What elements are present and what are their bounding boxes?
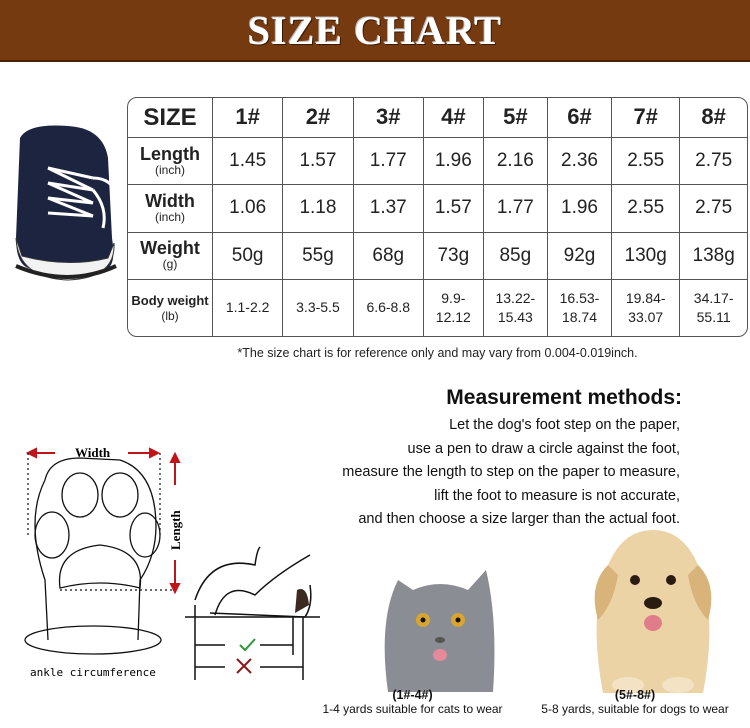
header-size: 8# (680, 98, 747, 138)
row-label: Weight (g) (128, 232, 213, 280)
row-unit: (inch) (154, 162, 185, 177)
table-cell: 55g (283, 232, 354, 280)
cell-line: 1.1-2.2 (225, 299, 270, 316)
table-cell: 68g (353, 232, 424, 280)
header-size: 5# (483, 98, 548, 138)
cell-line: 18.74 (561, 308, 598, 325)
size-note: *The size chart is for reference only an… (237, 346, 638, 360)
length-label: Length (168, 510, 183, 551)
table-header-row: SIZE 1# 2# 3# 4# 5# 6# 7# 8# (128, 98, 747, 138)
instruction-line: use a pen to draw a circle against the f… (407, 440, 680, 457)
table-cell: 1.77 (483, 185, 548, 233)
row-label-text: Weight (140, 238, 200, 259)
header-size-label: SIZE (128, 98, 213, 138)
cell-line: 55.11 (696, 308, 731, 325)
instruction-line: measure the length to step on the paper … (342, 464, 680, 480)
table-cell: 1.18 (283, 185, 354, 233)
table-cell: 3.3-5.5 (283, 279, 354, 336)
row-label: Body weight (lb) (128, 279, 213, 336)
cross-icon (236, 658, 252, 674)
table-cell: 73g (423, 232, 484, 280)
row-unit: (lb) (161, 308, 179, 323)
cat-size-range: (1#-4#) (392, 688, 433, 702)
table-cell: 138g (680, 233, 747, 280)
table-cell: 2.55 (612, 185, 681, 233)
instruction-line: and then choose a size larger than the a… (358, 511, 680, 527)
cat-caption: (1#-4#) 1-4 yards suitable for cats to w… (320, 688, 505, 716)
measurement-instructions: Let the dog's foot step on the paper, us… (342, 414, 680, 532)
cell-line: 13.22- (495, 289, 536, 306)
row-label: Length (inch) (128, 137, 213, 186)
table-cell: 2.36 (547, 137, 613, 186)
table-cell: 6.6-8.8 (354, 279, 424, 336)
table-cell: 1.06 (213, 185, 284, 233)
table-row-body-weight: Body weight (lb) 1.1-2.2 3.3-5.5 6.6-8.8 … (128, 279, 747, 336)
table-cell: 1.96 (547, 185, 613, 233)
check-icon (239, 638, 256, 652)
table-cell: 2.75 (680, 185, 747, 233)
instruction-line: lift the foot to measure is not accurate… (434, 487, 680, 504)
row-label-text: Body weight (131, 292, 209, 308)
table-cell: 13.22- 15.43 (484, 279, 548, 336)
cell-line: 12.12 (435, 308, 471, 325)
table-cell: 85g (483, 232, 548, 280)
table-row-width: Width (inch) 1.06 1.18 1.37 1.57 1.77 1.9… (128, 185, 747, 233)
table-cell: 130g (612, 232, 681, 280)
row-label: Width (inch) (128, 185, 213, 233)
shoe-image (15, 125, 120, 281)
instruction-line: Let the dog's foot step on the paper, (449, 417, 680, 433)
cell-line: 34.17- (693, 289, 734, 306)
width-label: Width (75, 445, 111, 460)
table-cell: 50g (213, 232, 284, 280)
table-cell: 2.55 (612, 137, 681, 186)
table-cell: 1.57 (283, 137, 354, 186)
measurement-title: Measurement methods: (446, 386, 682, 409)
header-size: 4# (423, 98, 484, 138)
page-title: SIZE CHART (247, 7, 503, 53)
header-size: 2# (283, 98, 354, 138)
table-cell: 1.57 (423, 185, 484, 233)
cat-caption-text: 1-4 yards suitable for cats to wear (322, 702, 503, 716)
row-label-text: Length (140, 143, 200, 164)
table-cell: 16.53- 18.74 (548, 279, 613, 336)
cell-line: 33.07 (628, 308, 664, 325)
cell-line: 19.84- (625, 289, 666, 306)
row-label-text: Width (145, 190, 195, 211)
table-cell: 1.77 (353, 137, 424, 186)
table-cell: 9.9- 12.12 (424, 279, 484, 336)
dog-size-range: (5#-8#) (614, 688, 656, 702)
header-size: 3# (353, 98, 424, 138)
table-cell: 2.75 (680, 138, 747, 186)
step-diagram (185, 546, 320, 680)
table-row-length: Length (inch) 1.45 1.57 1.77 1.96 2.16 2.… (128, 137, 747, 186)
table-cell: 1.45 (213, 137, 284, 186)
dog-caption-text: 5-8 yards, suitable for dogs to wear (541, 702, 729, 716)
table-cell: 34.17- 55.11 (680, 280, 747, 336)
row-unit: (g) (162, 257, 178, 272)
header-size: 6# (547, 98, 613, 138)
cell-line: 6.6-8.8 (366, 299, 411, 316)
cat-image (384, 570, 495, 692)
paw-diagram: Width Length ankle circumference (24, 445, 183, 679)
table-cell: 1.1-2.2 (213, 279, 284, 336)
cell-line: 9.9- (441, 289, 466, 306)
table-cell: 92g (547, 232, 613, 280)
table-cell: 1.96 (423, 137, 484, 186)
cell-line: 16.53- (559, 289, 600, 306)
table-cell: 19.84- 33.07 (612, 279, 681, 336)
dog-image (594, 530, 712, 693)
size-chart-table: SIZE 1# 2# 3# 4# 5# 6# 7# 8# Length (inch… (127, 97, 748, 337)
table-row-weight: Weight (g) 50g 55g 68g 73g 85g 92g 130g 1… (128, 232, 747, 280)
cell-line: 3.3-5.5 (296, 299, 340, 316)
table-cell: 2.16 (483, 137, 548, 186)
header-size: 1# (213, 98, 284, 138)
row-unit: (inch) (154, 209, 185, 224)
title-banner: SIZE CHART (0, 0, 750, 62)
dog-caption: (5#-8#) 5-8 yards, suitable for dogs to … (520, 688, 750, 716)
cell-line: 15.43 (497, 308, 533, 325)
table-cell: 1.37 (353, 185, 424, 233)
ankle-label: ankle circumference (30, 666, 156, 679)
header-size: 7# (612, 98, 681, 138)
